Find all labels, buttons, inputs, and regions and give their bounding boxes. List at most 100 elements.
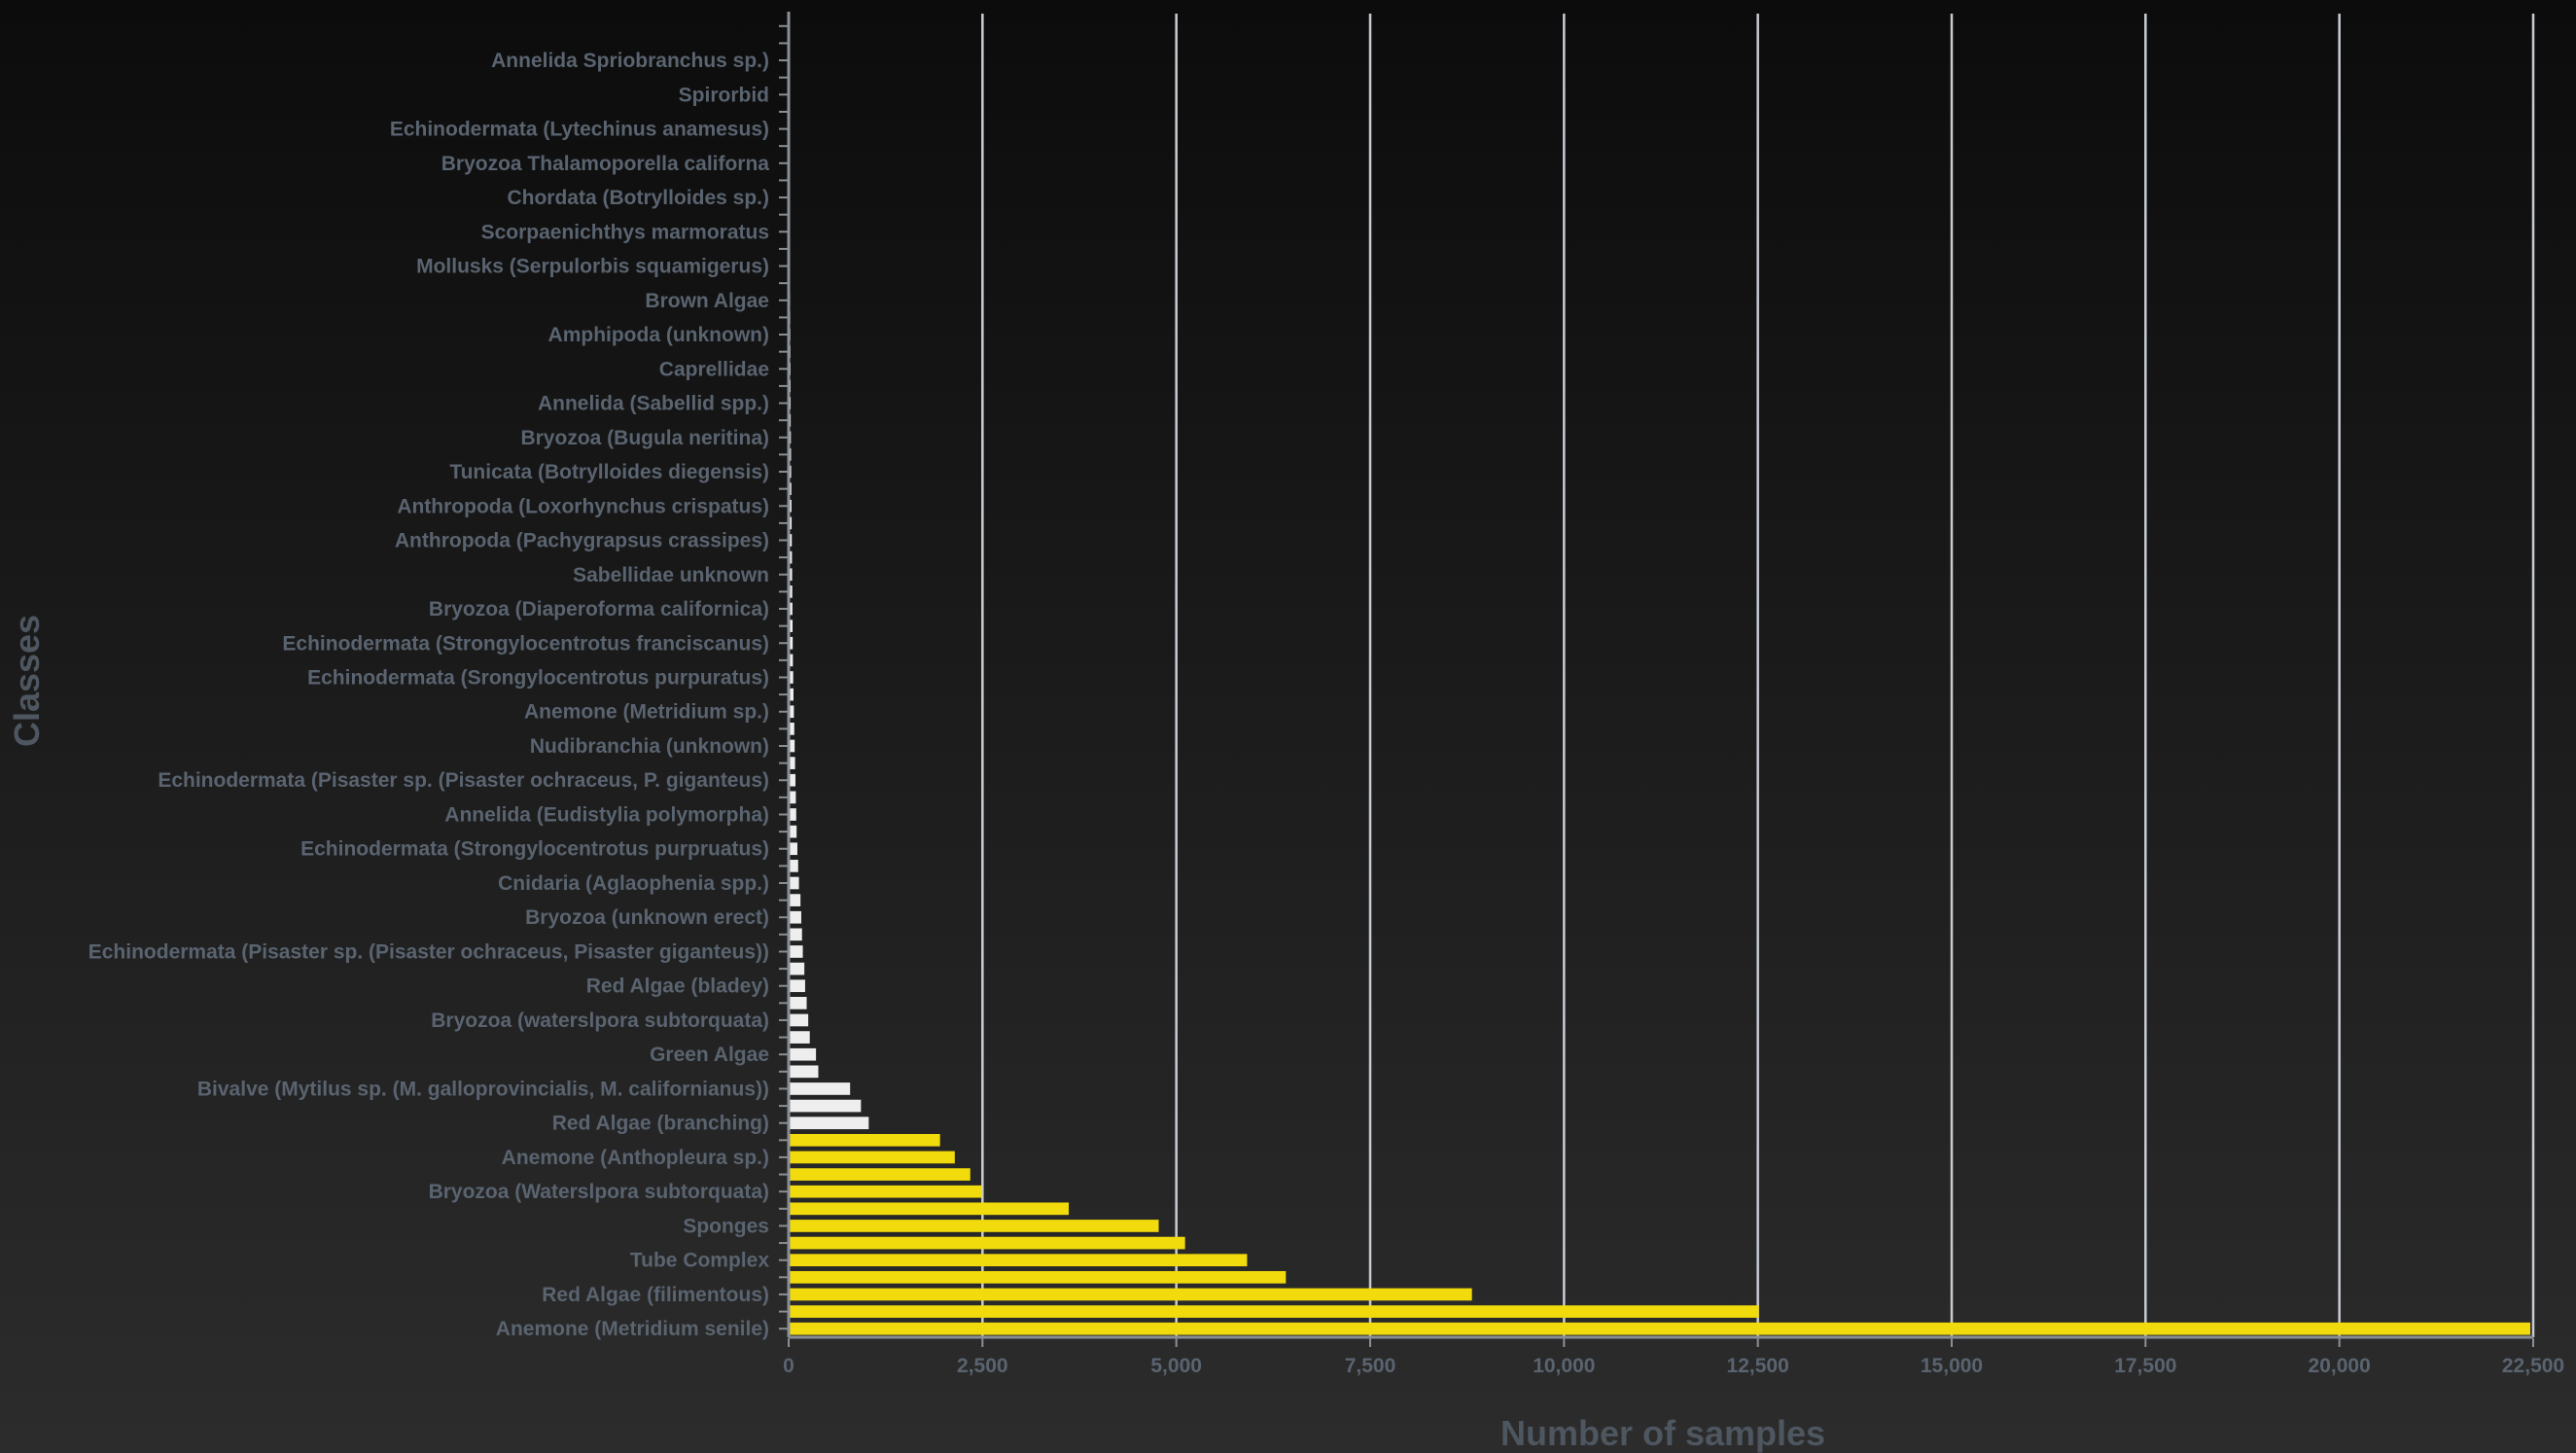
- bar: [790, 996, 807, 1010]
- bar: [790, 413, 792, 427]
- y-tick-label: Tube Complex: [630, 1250, 769, 1272]
- bar: [790, 431, 792, 444]
- bar: [790, 1013, 809, 1027]
- bar: [790, 945, 803, 958]
- bar: [790, 1099, 862, 1113]
- y-tick-label: Anthropoda (Pachygrapsus crassipes): [395, 530, 769, 552]
- bar: [790, 705, 794, 719]
- bar: [790, 894, 801, 906]
- bars: [790, 19, 2531, 1335]
- y-tick-label: Annelida (Eudistylia polymorpha): [444, 803, 769, 826]
- y-tick-label: Caprellidae: [659, 358, 769, 380]
- y-tick-label: Echinodermata (Srongylocentrotus purpura…: [307, 667, 769, 690]
- y-tick-label: Bryozoa (Bugula neritina): [520, 427, 769, 449]
- y-tick-label: Red Algae (bladey): [586, 975, 769, 998]
- bar: [790, 773, 795, 787]
- bar: [790, 636, 794, 650]
- y-tick-label: Bivalve (Mytilus sp. (M. galloprovincial…: [197, 1078, 769, 1100]
- bar: [790, 499, 792, 513]
- y-tick-label: Sabellidae unknown: [573, 564, 769, 586]
- y-tick-label: Scorpaenichthys marmoratus: [481, 221, 769, 243]
- bar: [790, 757, 795, 769]
- y-tick-label: Sponges: [683, 1215, 769, 1237]
- bar: [790, 448, 792, 461]
- bar: [790, 568, 793, 582]
- y-tick-label: Echinodermata (Pisaster sp. (Pisaster oc…: [158, 769, 769, 792]
- y-tick-label: Cnidaria (Aglaophenia spp.): [498, 872, 769, 895]
- x-tick-label: 15,000: [1921, 1355, 1983, 1377]
- x-tick-label: 17,500: [2114, 1355, 2176, 1377]
- gridlines: [981, 14, 2535, 1337]
- bar: [790, 1254, 1248, 1267]
- bar: [790, 1288, 1472, 1301]
- x-tick-label: 20,000: [2309, 1355, 2371, 1377]
- y-tick-label: Green Algae: [650, 1044, 769, 1066]
- y-tick-label: Nudibranchia (unknown): [530, 735, 769, 758]
- bar: [790, 1220, 1159, 1232]
- y-tick-label: Brown Algae: [645, 290, 769, 312]
- bar: [790, 928, 802, 941]
- y-tick-label: Annelida (Sabellid spp.): [538, 393, 769, 415]
- x-tick-label: 22,500: [2502, 1355, 2564, 1377]
- bar: [790, 550, 793, 564]
- bar: [790, 602, 793, 616]
- y-tick-label: Echinodermata (Strongylocentrotus purpru…: [300, 838, 769, 861]
- bar: [790, 688, 794, 701]
- x-tick-label: 7,500: [1345, 1355, 1396, 1377]
- bar: [790, 1133, 940, 1147]
- bar: [790, 1031, 810, 1044]
- y-tick-label: Echinodermata (Pisaster sp. (Pisaster oc…: [88, 940, 769, 963]
- y-tick-label: Echinodermata (Lytechinus anamesus): [390, 119, 769, 141]
- bar: [790, 739, 795, 753]
- bar: [790, 465, 792, 478]
- bar: [790, 671, 794, 684]
- bar: [790, 1065, 819, 1079]
- bar: [790, 962, 805, 975]
- y-tick-label: Anthropoda (Loxorhynchus crispatus): [397, 495, 769, 517]
- bar: [790, 979, 805, 993]
- y-tick-label: Anemone (Anthopleura sp.): [502, 1147, 769, 1169]
- y-tick-label: Annelida Spriobranchus sp.): [491, 50, 769, 72]
- y-tick-label: Echinodermata (Strongylocentrotus franci…: [282, 632, 769, 655]
- y-tick-label: Anemone (Metridium sp.): [524, 701, 769, 724]
- bar: [790, 1168, 970, 1181]
- y-tick-label: Anemone (Metridium senile): [496, 1318, 769, 1340]
- y-tick-label: Bryozoa Thalamoporella californa: [441, 153, 770, 175]
- bar: [790, 1151, 955, 1164]
- y-tick-label: Spirorbid: [679, 84, 769, 106]
- bar: [790, 1270, 1287, 1284]
- x-tick-label: 12,500: [1727, 1355, 1789, 1377]
- x-tick-label: 5,000: [1150, 1355, 1202, 1377]
- bar: [790, 654, 794, 667]
- y-tick-label: Bryozoa (Waterslpora subtorquata): [429, 1181, 769, 1203]
- bar: [790, 482, 792, 495]
- bar: [790, 1082, 851, 1095]
- y-axis-title: Classes: [7, 615, 47, 747]
- bar: [790, 876, 799, 890]
- bar: [790, 723, 794, 735]
- y-tick-label: Tunicata (Botrylloides diegensis): [449, 461, 769, 483]
- bar: [790, 910, 801, 924]
- y-tick-label: Chordata (Botrylloides sp.): [507, 187, 769, 209]
- bar: [790, 585, 793, 598]
- y-tick-label: Bryozoa (Diaperoforma californica): [429, 598, 769, 620]
- bar: [790, 1322, 2531, 1335]
- x-axis: 0 2,500 5,000 7,500 10,000 12,500 15,000 17,500…: [783, 1335, 2564, 1377]
- bar: [790, 1236, 1185, 1250]
- bar: [790, 825, 797, 838]
- y-tick-label: Bryozoa (unknown erect): [525, 906, 769, 929]
- y-tick-label: Mollusks (Serpulorbis squamigerus): [416, 256, 769, 278]
- bar: [790, 808, 796, 821]
- bar: [790, 1185, 982, 1198]
- x-tick-label: 10,000: [1533, 1355, 1595, 1377]
- bar: [790, 860, 798, 872]
- bar: [790, 620, 794, 632]
- bar: [790, 1047, 817, 1061]
- y-tick-label: Red Algae (filimentous): [542, 1284, 769, 1306]
- bar: [790, 1202, 1070, 1216]
- bar: [790, 1116, 869, 1130]
- bar: [790, 397, 792, 409]
- bar: [790, 516, 793, 530]
- y-tick-label: Amphipoda (unknown): [548, 324, 769, 346]
